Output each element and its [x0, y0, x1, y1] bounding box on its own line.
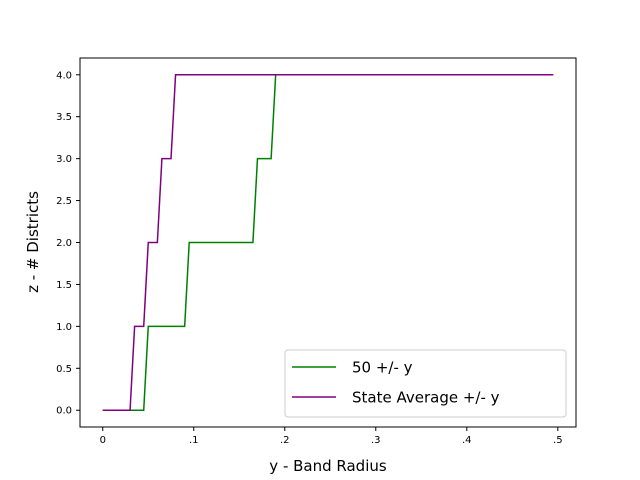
- x-tick-label: .4: [462, 435, 472, 446]
- y-axis: 0.0 0.5 1.0 1.5 2.0 2.5 3.0 3.5 4.0: [56, 70, 80, 417]
- y-tick-label: 4.0: [56, 70, 72, 81]
- x-tick-label: .1: [189, 435, 199, 446]
- x-tick-label: .2: [280, 435, 290, 446]
- y-tick-label: 1.5: [56, 280, 72, 291]
- legend-label: 50 +/- y: [352, 359, 413, 377]
- x-tick-label: .5: [553, 435, 563, 446]
- x-axis: 0 .1 .2 .3 .4 .5: [100, 427, 563, 446]
- y-tick-label: 0.5: [56, 364, 72, 375]
- y-axis-label: z - # Districts: [24, 191, 42, 293]
- y-tick-label: 0.0: [56, 406, 72, 417]
- legend-label: State Average +/- y: [352, 389, 500, 407]
- y-tick-label: 2.0: [56, 238, 72, 249]
- series-layer: [102, 74, 554, 411]
- x-tick-label: 0: [100, 435, 106, 446]
- x-tick-label: .3: [371, 435, 381, 446]
- series-line-0: [102, 74, 554, 411]
- y-tick-label: 1.0: [56, 322, 72, 333]
- y-tick-label: 3.0: [56, 154, 72, 165]
- y-tick-label: 2.5: [56, 196, 72, 207]
- legend: 50 +/- y State Average +/- y: [284, 349, 567, 418]
- y-tick-label: 3.5: [56, 112, 72, 123]
- legend-box: [284, 349, 567, 418]
- x-axis-label: y - Band Radius: [269, 457, 387, 475]
- series-line-1: [102, 74, 554, 411]
